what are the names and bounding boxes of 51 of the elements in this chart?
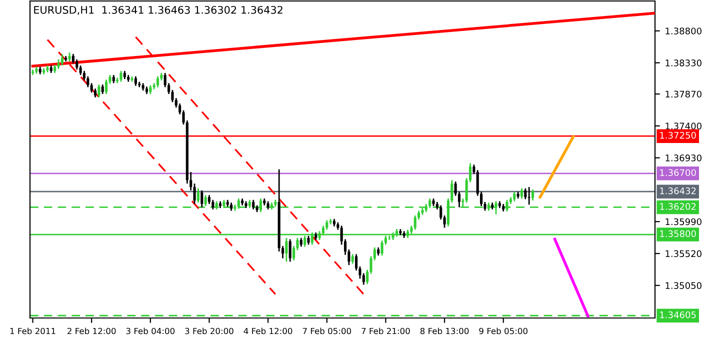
candlestick	[520, 188, 524, 200]
candlestick	[362, 272, 365, 286]
candlestick	[288, 238, 292, 262]
candlestick	[528, 186, 530, 206]
candlestick	[252, 199, 255, 210]
x-tick-label: 7 Feb 05:00	[302, 328, 352, 334]
ref-line-label: 1.36202	[660, 203, 696, 210]
candlestick	[200, 190, 204, 208]
ref-line-label: 1.35800	[660, 230, 696, 238]
chart-title: EURUSD,H1 1.36341 1.36463 1.36302 1.36432	[34, 6, 282, 15]
y-tick-label: 1.38800	[666, 28, 702, 34]
candlestick	[60, 53, 64, 66]
x-tick-label: 2 Feb 12:00	[68, 328, 116, 334]
candlestick	[156, 76, 160, 88]
candlestick	[101, 84, 104, 95]
candlestick	[212, 199, 214, 210]
candlestick	[285, 237, 288, 262]
candlestick	[204, 194, 207, 207]
candlestick	[134, 76, 137, 87]
y-tick-label: 1.37400	[666, 122, 702, 130]
ref-line-label: 1.36700	[660, 169, 696, 176]
x-tick-label: 1 Feb 2011	[10, 328, 56, 334]
candlestick	[531, 188, 534, 202]
ref-line-label: 1.34605	[660, 311, 696, 318]
y-tick-label: 1.35990	[666, 218, 702, 226]
candlestick	[355, 254, 358, 272]
x-tick-label: 9 Feb 05:00	[479, 328, 528, 334]
candlestick	[196, 188, 200, 204]
ref-line-label: 1.36432	[660, 187, 696, 194]
y-tick-label: 1.35050	[666, 282, 702, 289]
x-tick-label: 4 Feb 12:00	[244, 328, 292, 334]
candlestick	[120, 70, 122, 82]
candlestick	[440, 204, 442, 220]
y-tick-label: 1.37870	[666, 90, 702, 98]
x-tick-label: 8 Feb 13:00	[420, 328, 469, 334]
candlestick	[351, 254, 354, 264]
x-tick-label: 3 Feb 20:00	[185, 328, 234, 334]
candlestick	[472, 164, 476, 175]
y-tick-label: 1.38330	[666, 60, 702, 66]
y-tick-label: 1.36930	[666, 154, 702, 162]
x-tick-label: 3 Feb 04:00	[126, 328, 175, 334]
candlestick	[380, 240, 384, 256]
candlestick	[98, 84, 100, 98]
x-tick-label: 7 Feb 21:00	[362, 328, 410, 334]
candlestick	[428, 198, 432, 209]
candlestick	[90, 82, 93, 94]
ref-line-label: 1.37250	[660, 132, 696, 139]
candlestick	[524, 188, 527, 200]
candlestick	[414, 214, 416, 230]
y-tick-label: 1.35520	[666, 250, 702, 258]
candlestick	[105, 79, 108, 95]
